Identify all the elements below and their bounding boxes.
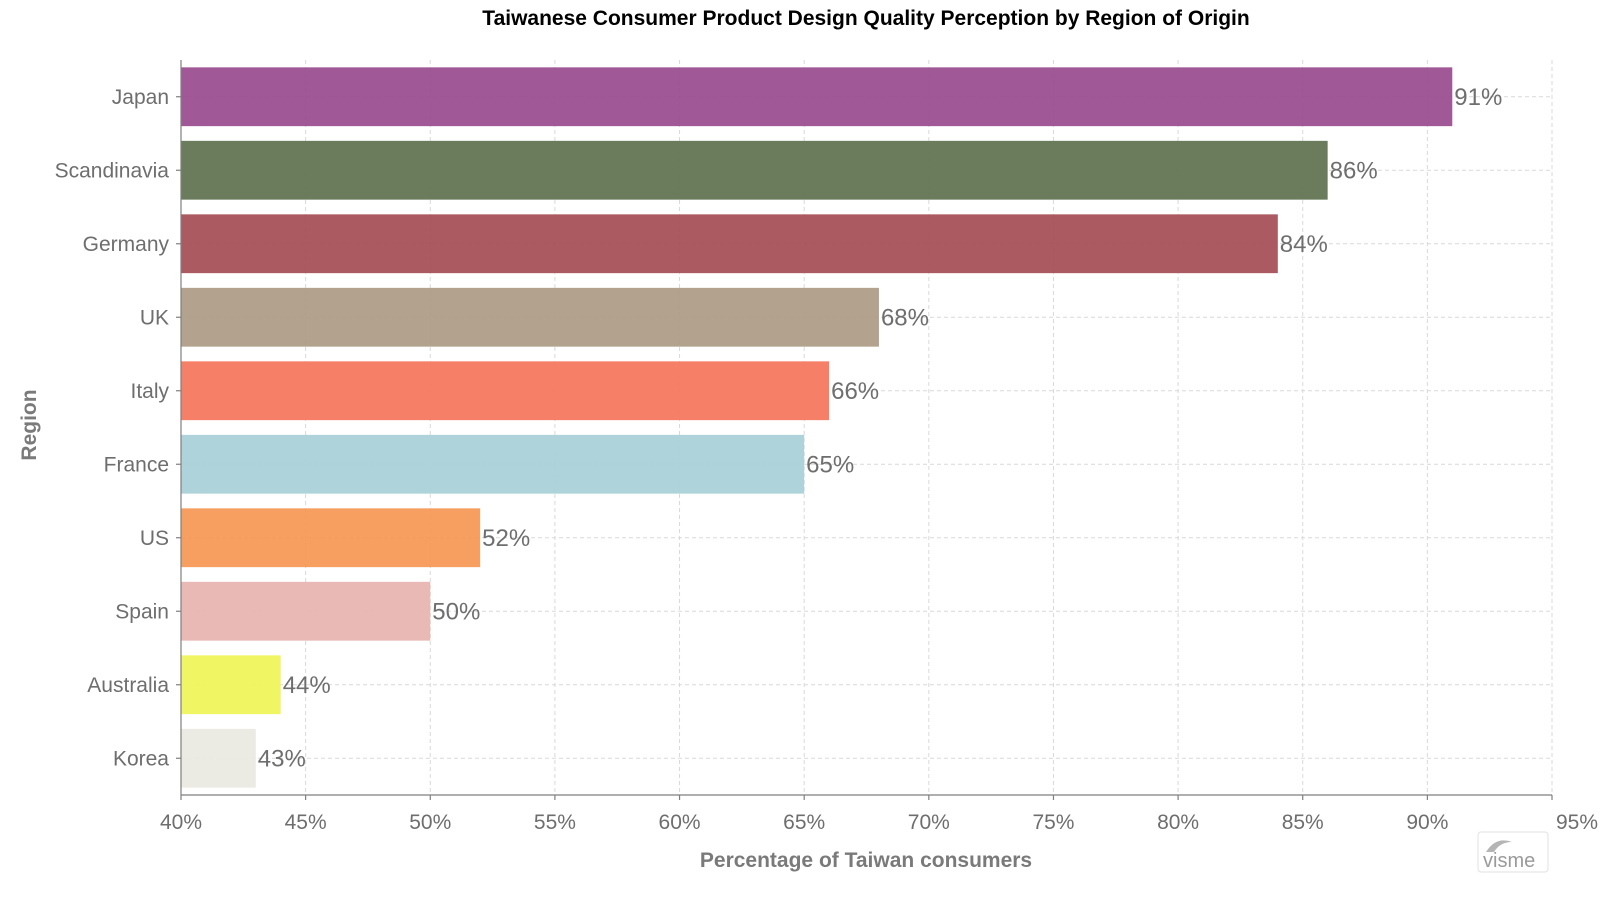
bar-scandinavia <box>181 140 1328 200</box>
x-tick-label: 65% <box>783 811 825 834</box>
bar-australia <box>181 655 281 715</box>
visme-logo-icon <box>1486 840 1512 852</box>
x-tick-label: 50% <box>409 811 451 834</box>
bar-germany <box>181 214 1278 274</box>
data-label-italy: 66% <box>831 378 879 405</box>
bar-spain <box>181 581 431 641</box>
y-axis-title: Region <box>18 389 41 460</box>
y-tick-label-italy: Italy <box>130 380 169 403</box>
bar-japan <box>181 67 1453 127</box>
x-tick-label: 75% <box>1032 811 1074 834</box>
x-axis-title: Percentage of Taiwan consumers <box>700 849 1032 872</box>
data-label-us: 52% <box>482 525 530 552</box>
x-tick-label: 70% <box>908 811 950 834</box>
y-tick-label-france: France <box>104 453 169 476</box>
axis-layer: Japan Scandinavia Germany UK Italy France US Sp… <box>55 60 1598 834</box>
bar-layer: 91% 86% 84% 68% 66% 65% 52% 50% 44% 43% <box>181 67 1502 788</box>
bar-italy <box>181 361 830 421</box>
data-label-germany: 84% <box>1280 231 1328 258</box>
data-label-uk: 68% <box>881 304 929 331</box>
data-label-australia: 44% <box>283 672 331 699</box>
y-tick-label-scandinavia: Scandinavia <box>55 159 170 182</box>
data-label-scandinavia: 86% <box>1330 157 1378 184</box>
data-label-korea: 43% <box>258 745 306 772</box>
x-tick-label: 60% <box>659 811 701 834</box>
y-tick-label-spain: Spain <box>115 600 169 623</box>
x-tick-label: 85% <box>1282 811 1324 834</box>
y-tick-label-japan: Japan <box>112 86 169 109</box>
watermark: visme <box>1477 831 1549 873</box>
y-tick-label-australia: Australia <box>87 674 169 697</box>
bar-korea <box>181 728 256 788</box>
x-tick-label: 40% <box>160 811 202 834</box>
bar-uk <box>181 287 879 347</box>
y-tick-label-us: US <box>140 527 169 550</box>
x-tick-label: 45% <box>285 811 327 834</box>
bar-us <box>181 508 481 568</box>
x-tick-label: 90% <box>1406 811 1448 834</box>
chart-title: Taiwanese Consumer Product Design Qualit… <box>482 7 1249 30</box>
x-tick-label: 80% <box>1157 811 1199 834</box>
data-label-japan: 91% <box>1454 84 1502 111</box>
y-tick-label-uk: UK <box>140 306 169 329</box>
x-tick-label: 55% <box>534 811 576 834</box>
data-label-france: 65% <box>806 451 854 478</box>
watermark-text: visme <box>1483 850 1535 872</box>
y-tick-label-korea: Korea <box>113 747 169 770</box>
bar-france <box>181 434 805 494</box>
y-tick-label-germany: Germany <box>83 233 170 256</box>
data-label-spain: 50% <box>432 598 480 625</box>
x-tick-label: 95% <box>1556 811 1598 834</box>
